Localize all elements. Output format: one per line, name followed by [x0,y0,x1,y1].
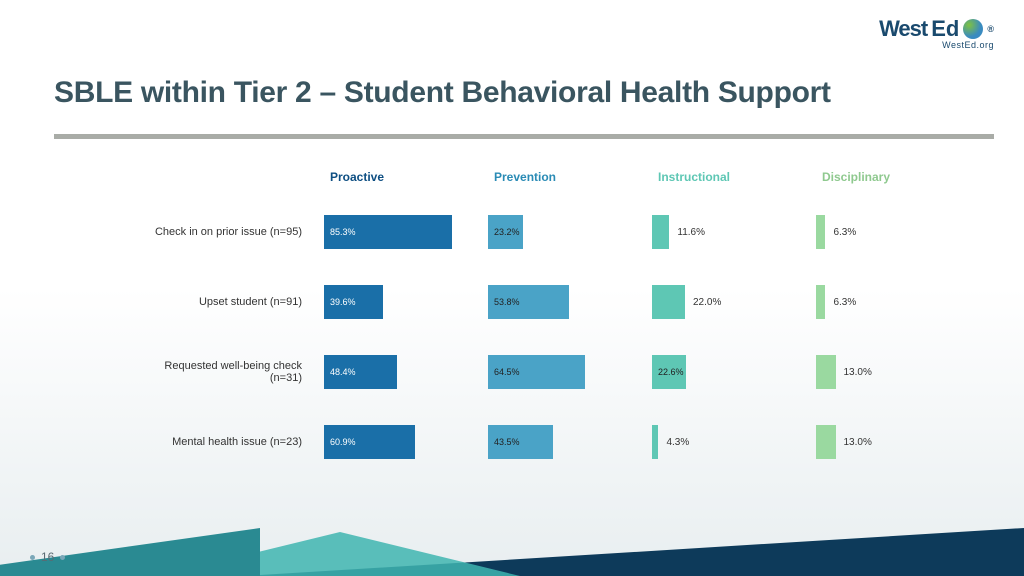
chart-row: Check in on prior issue (n=95) 85.3% 23.2%… [150,202,980,262]
bar-value: 22.6% [658,367,684,377]
bar-chart: Proactive Prevention Instructional Discipli… [150,170,980,482]
bar-cell: 13.0% [816,425,966,459]
bar [816,215,825,249]
bar-cell: 60.9% [324,425,474,459]
brand-logo: WestEd ® WestEd.org [879,16,994,50]
bar-value: 13.0% [844,437,872,448]
bar [652,425,658,459]
column-header: Prevention [488,170,638,184]
page-number-value: 16 [41,550,54,564]
bar-value: 13.0% [844,367,872,378]
logo-text-ed: Ed [931,16,959,42]
row-label: Check in on prior issue (n=95) [150,226,310,238]
bar-cell: 6.3% [816,215,966,249]
title-divider [54,134,994,139]
bar-cell: 23.2% [488,215,638,249]
bar-cell: 43.5% [488,425,638,459]
bar-value: 85.3% [330,227,356,237]
globe-icon [963,19,983,39]
column-header: Proactive [324,170,474,184]
slide-footer-decor [0,526,1024,576]
bar-cell: 39.6% [324,285,474,319]
bar-cell: 85.3% [324,215,474,249]
bar-value: 60.9% [330,437,356,447]
bar-value: 6.3% [833,227,856,238]
slide-title: SBLE within Tier 2 – Student Behavioral … [54,76,994,110]
bar [816,285,825,319]
bar [652,285,685,319]
bar-value: 6.3% [833,297,856,308]
chart-row: Upset student (n=91) 39.6% 53.8% 22.0% 6.3% [150,272,980,332]
bar-cell: 48.4% [324,355,474,389]
bar-cell: 22.0% [652,285,802,319]
column-header: Disciplinary [816,170,966,184]
bar-cell: 53.8% [488,285,638,319]
bar [816,425,836,459]
column-header: Instructional [652,170,802,184]
bar-value: 4.3% [666,437,689,448]
bar-value: 11.6% [677,227,705,238]
bullet-icon [60,555,65,560]
bar-value: 22.0% [693,297,721,308]
row-label: Upset student (n=91) [150,296,310,308]
bar-cell: 11.6% [652,215,802,249]
chart-row: Requested well-being check (n=31) 48.4% 64… [150,342,980,402]
registered-mark: ® [987,24,994,34]
chart-row: Mental health issue (n=23) 60.9% 43.5% 4.3%… [150,412,980,472]
bar [816,355,836,389]
bar [652,215,669,249]
page-number: 16 [30,550,65,564]
bar-value: 39.6% [330,297,356,307]
chart-rows: Check in on prior issue (n=95) 85.3% 23.2%… [150,202,980,472]
bar-value: 43.5% [494,437,520,447]
logo-text-west: West [879,16,927,42]
bullet-icon [30,555,35,560]
bar-cell: 13.0% [816,355,966,389]
row-label: Mental health issue (n=23) [150,436,310,448]
bar-cell: 6.3% [816,285,966,319]
bar-value: 48.4% [330,367,356,377]
bar-value: 23.2% [494,227,520,237]
row-label: Requested well-being check (n=31) [150,360,310,384]
bar-cell: 4.3% [652,425,802,459]
bar-value: 64.5% [494,367,520,377]
chart-column-headers: Proactive Prevention Instructional Discipli… [150,170,980,202]
bar-cell: 22.6% [652,355,802,389]
bar-value: 53.8% [494,297,520,307]
bar-cell: 64.5% [488,355,638,389]
